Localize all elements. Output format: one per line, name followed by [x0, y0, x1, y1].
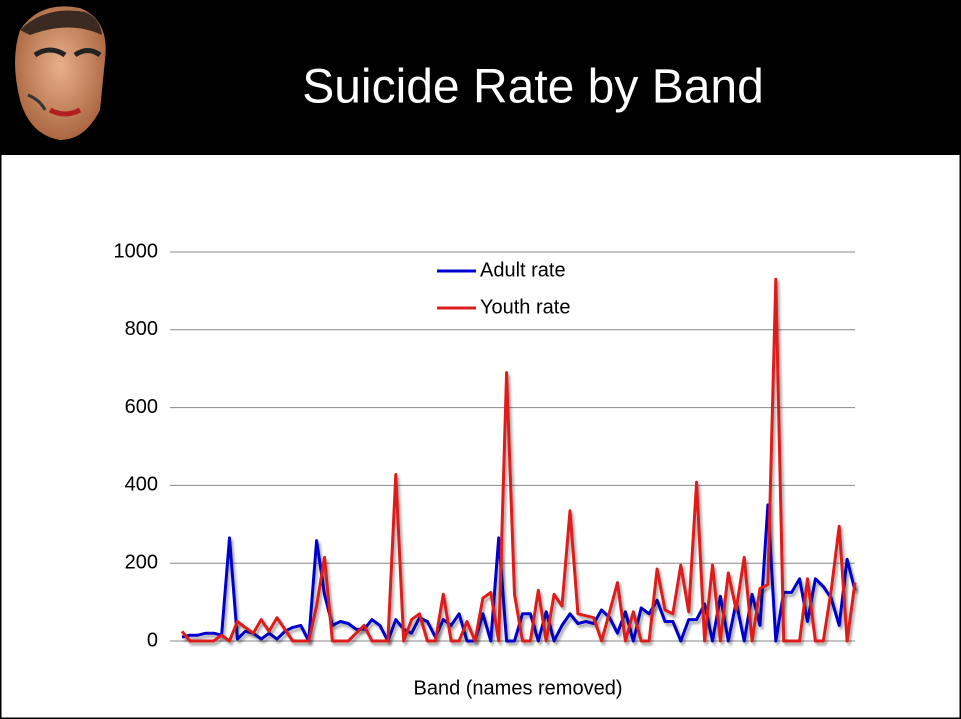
y-tick-label: 600	[125, 396, 158, 418]
y-tick-label: 1000	[114, 240, 159, 262]
y-tick-label: 400	[125, 474, 158, 496]
series-line	[181, 503, 857, 643]
series-line	[180, 277, 857, 643]
y-tick-label: 0	[147, 629, 158, 651]
legend-label: Adult rate	[480, 259, 566, 281]
plot: 0 200 400 600 800 1000	[114, 240, 857, 651]
header-bar	[0, 0, 961, 155]
x-axis-label: Band (names removed)	[414, 677, 623, 699]
y-tick-label: 800	[125, 318, 158, 340]
legend: Adult rate Youth rate	[437, 259, 570, 318]
mask-icon	[15, 6, 106, 140]
legend-label: Youth rate	[480, 296, 570, 318]
y-tick-label: 200	[125, 551, 158, 573]
slide-title: Suicide Rate by Band	[302, 61, 764, 114]
